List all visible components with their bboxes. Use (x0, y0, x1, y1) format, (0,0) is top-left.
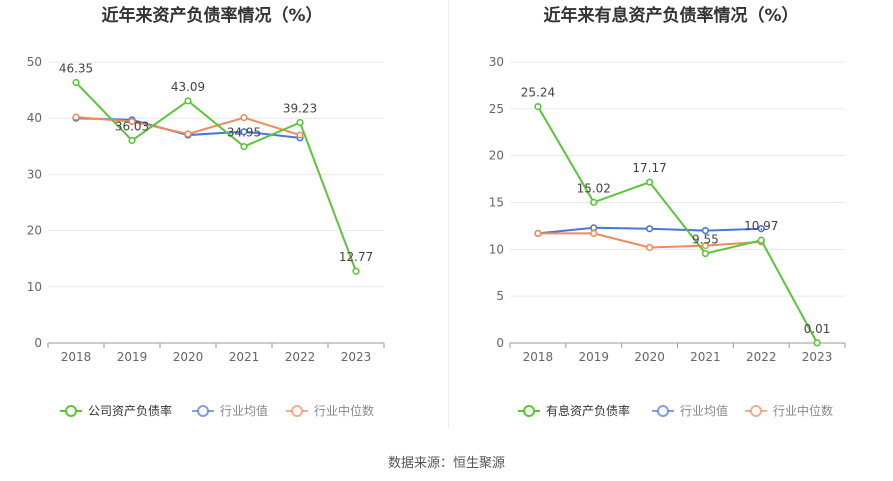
series-line (537, 106, 818, 344)
data-label: 17.17 (632, 161, 666, 175)
data-point (590, 224, 598, 232)
data-point (534, 229, 542, 238)
x-tick-label: 2023 (341, 350, 372, 364)
data-point (701, 227, 710, 235)
data-point (757, 236, 765, 244)
legend-marker (523, 405, 535, 417)
legend-label: 行业均值 (220, 403, 268, 418)
data-point (701, 241, 710, 250)
data-label: 15.02 (577, 181, 611, 195)
data-point (296, 118, 304, 127)
chart-title: 近年来有息资产负债率情况（%） (543, 5, 798, 26)
y-tick-label: 30 (489, 55, 504, 69)
y-tick-label: 40 (27, 111, 42, 125)
y-tick-label: 0 (496, 336, 504, 350)
legend-label: 公司资产负债率 (88, 403, 172, 418)
data-point (296, 131, 304, 139)
data-point (72, 78, 80, 87)
data-point (240, 128, 248, 136)
chart-title: 近年来资产负债率情况（%） (101, 5, 322, 26)
legend-marker (197, 405, 209, 417)
data-point (72, 113, 80, 121)
x-tick-label: 2023 (802, 350, 833, 364)
legend-marker (291, 405, 303, 417)
data-point (701, 249, 710, 258)
data-label: 25.24 (521, 86, 555, 100)
data-label: 9.55 (692, 233, 719, 247)
y-tick-label: 30 (27, 167, 42, 181)
data-point (590, 198, 598, 206)
legend-label: 行业均值 (680, 403, 728, 418)
legend-label: 有息资产负债率 (546, 403, 630, 418)
x-tick-label: 2022 (285, 350, 316, 364)
legend-label: 行业中位数 (314, 403, 374, 418)
y-tick-label: 10 (489, 242, 504, 256)
y-tick-label: 15 (489, 196, 504, 210)
source-note: 数据来源：恒生聚源 (387, 456, 505, 471)
data-label: 10.97 (744, 219, 778, 233)
data-point (128, 117, 136, 126)
data-point (184, 130, 192, 138)
y-tick-label: 25 (489, 102, 504, 116)
data-point (813, 339, 821, 347)
legend-marker (65, 405, 77, 417)
data-label: 46.35 (59, 62, 93, 76)
x-tick-label: 2021 (229, 350, 260, 364)
data-point (184, 97, 192, 105)
data-point (590, 229, 598, 238)
data-point (240, 114, 248, 122)
x-tick-label: 2018 (523, 350, 554, 364)
y-tick-label: 5 (496, 289, 504, 303)
data-label: 34.95 (227, 126, 261, 140)
x-tick-label: 2019 (578, 350, 609, 364)
legend-marker (657, 405, 669, 417)
data-point (757, 225, 765, 233)
data-point (645, 243, 654, 252)
y-tick-label: 50 (27, 55, 42, 69)
data-point (128, 136, 136, 145)
y-tick-label: 10 (27, 280, 42, 294)
data-label: 39.23 (283, 102, 317, 116)
x-tick-label: 2022 (746, 350, 777, 364)
x-tick-label: 2020 (634, 350, 665, 364)
data-label: 43.09 (171, 80, 205, 94)
data-label: 36.03 (115, 120, 149, 134)
series-line (75, 81, 357, 272)
y-tick-label: 0 (34, 336, 42, 350)
y-tick-label: 20 (489, 149, 504, 163)
x-tick-label: 2021 (690, 350, 721, 364)
data-point (352, 267, 360, 275)
data-label: 0.01 (804, 322, 831, 336)
legend-marker (750, 405, 762, 417)
data-point (240, 142, 248, 151)
x-tick-label: 2018 (61, 350, 92, 364)
data-point (645, 178, 654, 186)
data-point (645, 225, 654, 233)
y-tick-label: 20 (27, 224, 42, 238)
x-tick-label: 2019 (117, 350, 148, 364)
panel-divider (448, 0, 449, 428)
data-point (534, 102, 542, 111)
legend-label: 行业中位数 (773, 403, 833, 418)
x-tick-label: 2020 (173, 350, 204, 364)
data-label: 12.77 (339, 250, 373, 264)
